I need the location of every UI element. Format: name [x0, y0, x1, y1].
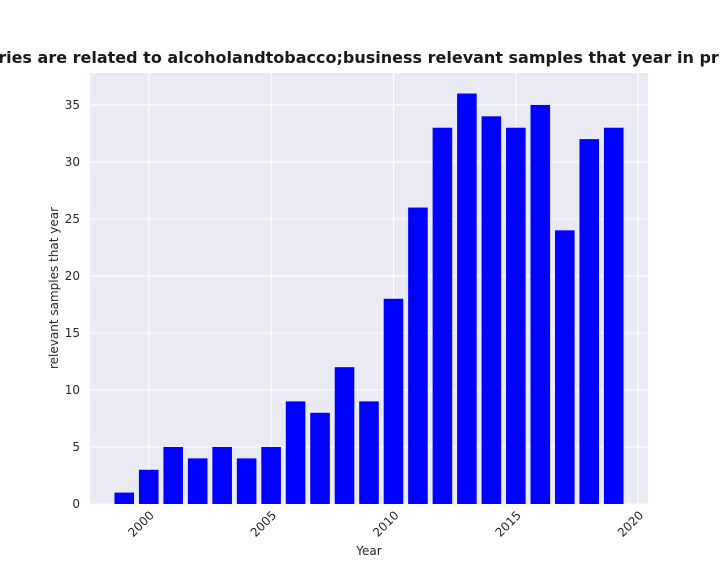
x-tick-label: 2005	[248, 508, 279, 539]
bar	[383, 298, 404, 504]
y-tick-label: 30	[65, 155, 80, 169]
bar	[187, 458, 208, 504]
bar	[481, 116, 502, 505]
bar	[138, 469, 159, 504]
bar	[334, 367, 355, 504]
bars	[114, 93, 624, 505]
x-tick-label: 2015	[492, 508, 523, 539]
y-axis-label: relevant samples that year	[47, 207, 61, 369]
bar	[212, 446, 232, 504]
y-tick-label: 25	[65, 212, 80, 226]
y-tick-label: 0	[72, 497, 80, 511]
bar	[506, 127, 526, 504]
x-axis-label: Year	[355, 544, 381, 558]
bar	[530, 104, 551, 504]
bar	[603, 127, 624, 504]
bar	[163, 446, 183, 504]
y-tick-label: 20	[65, 269, 80, 283]
x-tick-label: 2010	[370, 508, 401, 539]
y-tick-label: 5	[72, 440, 80, 454]
bar	[285, 401, 306, 504]
bar	[457, 93, 477, 505]
chart-title: The categories are related to alcoholand…	[0, 48, 720, 67]
y-tick-label: 15	[65, 326, 80, 340]
y-axis-ticks: 0 5 10 15 20 25 30 35	[65, 98, 80, 511]
bar	[236, 458, 257, 504]
x-tick-label: 2000	[125, 508, 156, 539]
bar	[579, 139, 600, 505]
x-axis-ticks: 2000 2005 2010 2015 2020	[125, 508, 646, 539]
y-tick-label: 10	[65, 383, 80, 397]
x-tick-label: 2020	[615, 508, 646, 539]
bar	[408, 207, 428, 504]
bar	[555, 230, 575, 504]
bar	[114, 492, 135, 504]
bar	[432, 127, 453, 504]
y-tick-label: 35	[65, 98, 80, 112]
bar	[261, 446, 281, 504]
bar	[310, 412, 330, 504]
bar	[359, 401, 379, 504]
